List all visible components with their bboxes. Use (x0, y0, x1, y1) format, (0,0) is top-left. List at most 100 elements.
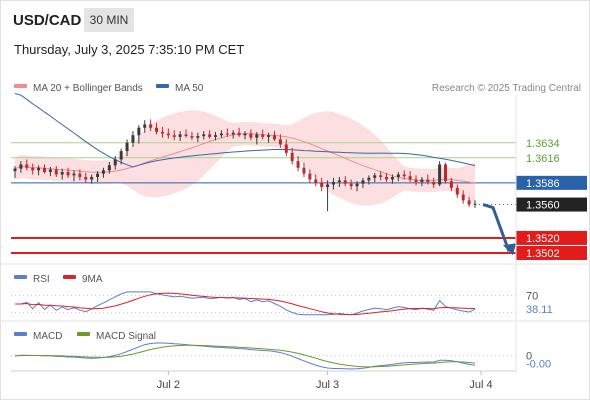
candle-body (202, 134, 206, 137)
candle-body (444, 164, 448, 182)
candle-body (137, 127, 141, 136)
candle-body (48, 169, 52, 172)
x-label-jul-3: Jul 3 (316, 379, 339, 391)
symbol-title: USD/CAD (13, 12, 82, 29)
candle-body (131, 135, 135, 143)
rsi-legend: RSI 9MA (14, 274, 103, 285)
candle-body (249, 133, 253, 138)
candle-body (367, 177, 371, 181)
candle-body (125, 142, 129, 152)
macd-legend-swatch (14, 332, 27, 336)
candle-body (19, 164, 23, 169)
macd-panel: 0-0.00 (11, 342, 551, 371)
candle-body (408, 176, 412, 180)
candle-body (355, 183, 359, 187)
ma50-legend-label: MA 50 (175, 83, 204, 94)
bollinger-band-area (15, 110, 475, 206)
candle-body (214, 135, 218, 137)
forecast-arrow (482, 203, 516, 256)
credit-text: Research © 2025 Trading Central (432, 83, 581, 94)
candle-body (473, 203, 477, 205)
candle-body (166, 133, 170, 136)
candle-body (426, 179, 430, 183)
candle-body (349, 183, 353, 187)
candle-body (219, 133, 223, 136)
rsi-tick-70: 70 (526, 290, 538, 302)
ma20-legend-swatch (14, 84, 27, 88)
candle-body (255, 134, 259, 138)
candle-body (467, 200, 471, 205)
x-label-jul-4: Jul 4 (469, 379, 492, 391)
macd-legend-label: MACD (33, 331, 62, 342)
ma50-legend-swatch (156, 84, 169, 88)
candle-body (178, 134, 182, 137)
rsi-ma-line (15, 292, 476, 316)
candle-body (196, 136, 200, 138)
candle-body (101, 170, 105, 174)
main-legend: MA 20 + Bollinger Bands MA 50 Research ©… (14, 83, 581, 94)
level-label-1-3634: 1.3634 (526, 138, 560, 150)
candle-body (308, 173, 312, 180)
level-tag-1-3560 (516, 197, 587, 212)
level-label-1-3502: 1.3502 (526, 248, 560, 260)
level-tag-1-3586 (516, 175, 587, 190)
candle-body (42, 167, 46, 172)
candle-body (160, 131, 164, 134)
candle-body (149, 124, 153, 128)
level-tag-1-3502 (516, 245, 587, 260)
macd-signal-legend-label: MACD Signal (96, 331, 156, 342)
candle-body (31, 167, 35, 171)
bollinger-legend-label: MA 20 + Bollinger Bands (33, 83, 143, 94)
macd-tick-0: 0 (526, 351, 532, 363)
candle-body (326, 184, 330, 188)
candle-body (107, 165, 111, 171)
x-label-jul-2: Jul 2 (157, 379, 180, 391)
level-label-1-3560: 1.3560 (526, 200, 560, 212)
candle-body (261, 134, 265, 137)
candle-body (314, 179, 318, 183)
candle-body (66, 171, 70, 176)
candle-body (90, 176, 94, 180)
candle-body (343, 180, 347, 184)
rsi-ma-legend-swatch (63, 275, 76, 279)
candle-body (337, 180, 341, 183)
candle-body (390, 176, 394, 180)
macd-signal-legend-swatch (77, 332, 90, 336)
timeframe-badge[interactable]: 30 MIN (84, 8, 134, 32)
candle-body (243, 133, 247, 136)
bollinger-bands (15, 110, 475, 206)
candles-layer (13, 119, 477, 212)
candle-body (190, 136, 194, 138)
macd-legend: MACD MACD Signal (14, 331, 156, 342)
candle-body (237, 132, 241, 136)
candle-body (272, 135, 276, 140)
levels-layer (11, 142, 516, 254)
macd-last-value: -0.00 (526, 359, 551, 371)
level-tag-1-3520 (516, 230, 587, 245)
rsi-ma-legend-label: 9MA (82, 274, 103, 285)
macd-line (14, 342, 476, 370)
candle-body (320, 182, 324, 188)
candle-body (60, 171, 64, 175)
rsi-panel: 70 38.11 (11, 290, 553, 316)
candle-body (379, 175, 383, 177)
candle-body (78, 173, 82, 177)
candle-body (420, 179, 424, 183)
candle-body (96, 173, 100, 177)
candle-body (461, 194, 465, 201)
candle-body (284, 144, 288, 153)
candle-body (225, 133, 229, 135)
candle-body (361, 180, 365, 184)
candle-body (208, 134, 212, 137)
candle-body (373, 175, 377, 178)
candle-body (396, 174, 400, 177)
candle-body (438, 164, 442, 185)
forecast-arrow-line (482, 203, 511, 252)
candle-body (84, 176, 88, 180)
candle-body (184, 134, 188, 137)
level-label-1-3586: 1.3586 (526, 178, 560, 190)
candle-body (37, 167, 41, 171)
level-label-1-3520: 1.3520 (526, 233, 560, 245)
